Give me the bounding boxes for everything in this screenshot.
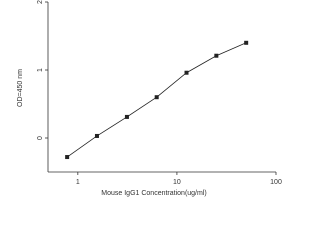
x-axis-label: Mouse IgG1 Concentration(ug/ml) [101,190,206,197]
point [94,133,99,138]
point [124,114,129,119]
x-tick-label: 1 [76,179,80,186]
point [214,53,219,58]
point [154,95,159,100]
point [244,40,249,45]
chart: Mouse IgG1 Concentration(ug/ml) OD=450 n… [17,0,282,197]
y-tick-label: 2 [37,0,44,4]
x-tick-label: 100 [270,179,282,186]
point [65,155,70,160]
curve [66,42,247,158]
point [184,70,189,75]
y-tick-label: 0 [37,136,44,140]
x-tick-label: 10 [173,179,181,186]
y-axis-label: OD=450 nm [17,69,24,107]
y-tick-label: 1 [37,68,44,72]
